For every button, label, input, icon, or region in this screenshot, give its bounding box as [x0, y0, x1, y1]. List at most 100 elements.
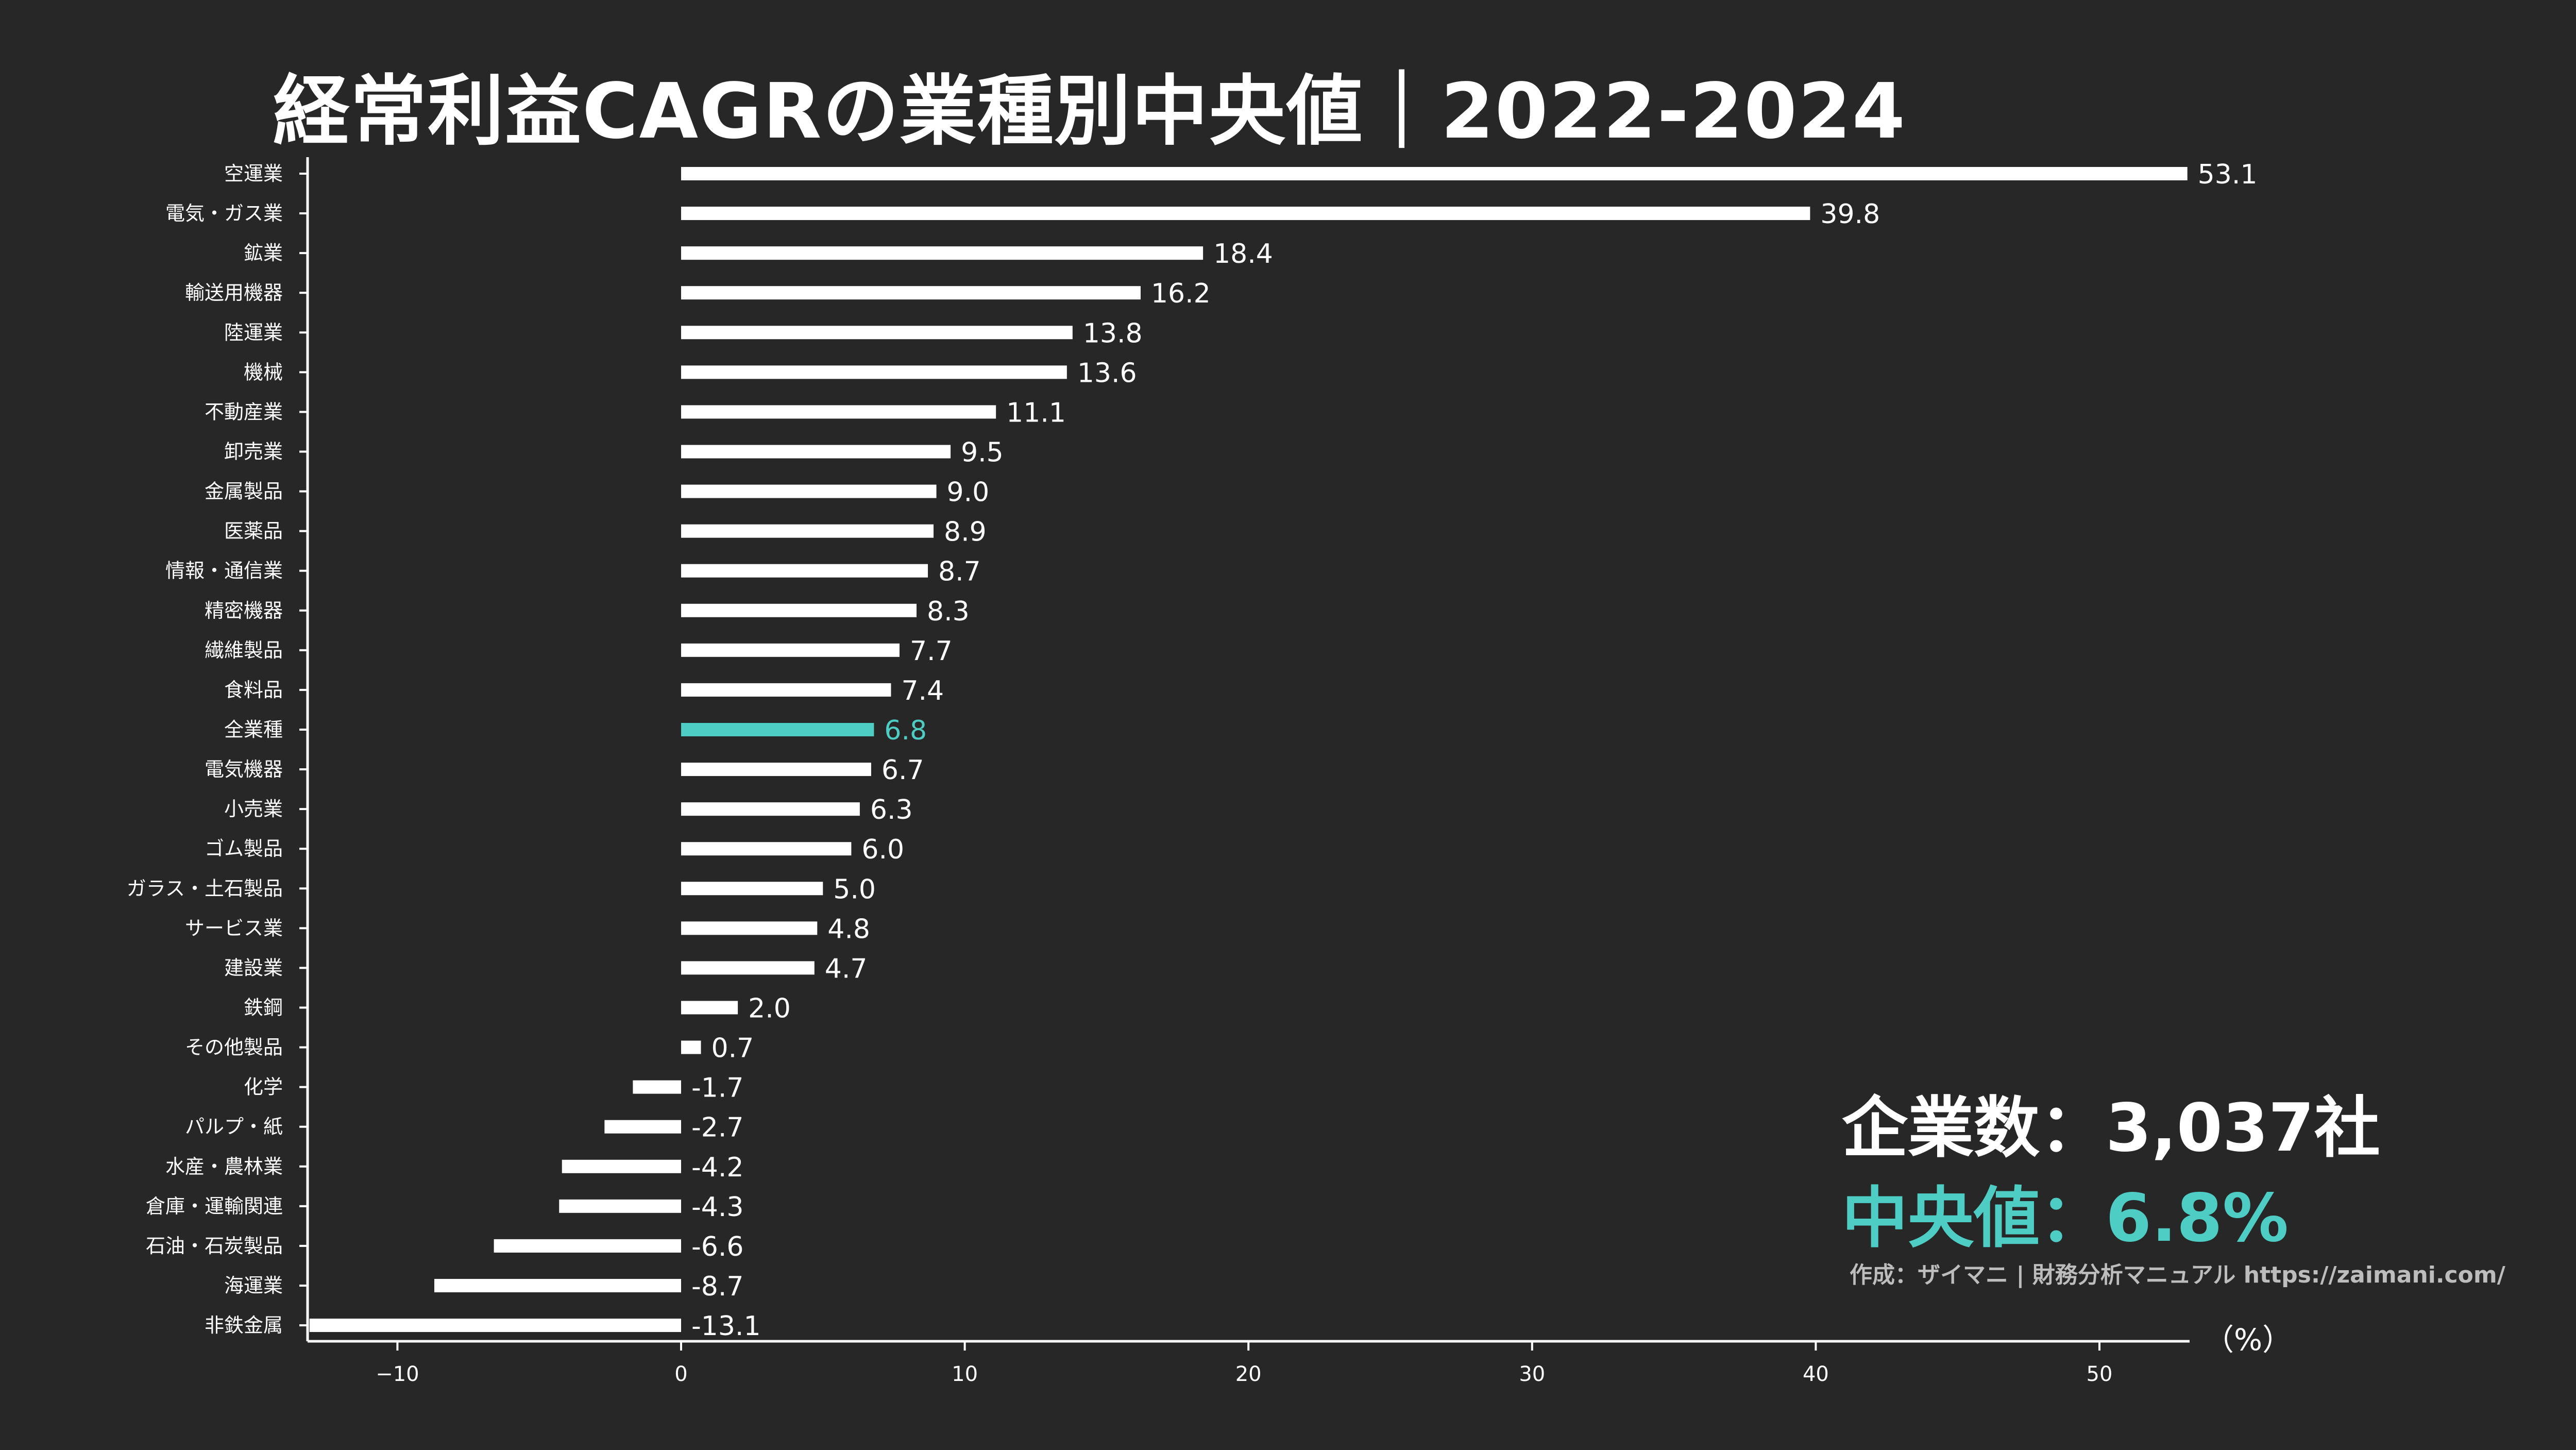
- value-label: -4.2: [691, 1152, 743, 1183]
- value-label: 53.1: [2198, 159, 2258, 190]
- value-label: 7.4: [901, 676, 944, 706]
- value-label: 5.0: [833, 874, 876, 905]
- category-label: 医薬品: [224, 520, 283, 543]
- bar: [681, 207, 1810, 221]
- bar: [681, 921, 818, 935]
- x-tick-label: −10: [376, 1362, 419, 1386]
- bar: [681, 763, 871, 777]
- value-label: 11.1: [1006, 397, 1066, 428]
- value-label: 4.8: [827, 914, 870, 945]
- category-label: 鉱業: [244, 242, 283, 264]
- bar: [309, 1319, 681, 1333]
- bar: [681, 246, 1204, 260]
- median-label: 中央値：6.8%: [1842, 1180, 2289, 1257]
- category-label: 精密機器: [205, 599, 283, 622]
- value-label: 9.5: [961, 437, 1004, 468]
- value-label: 4.7: [825, 953, 868, 984]
- category-label: 不動産業: [205, 400, 283, 423]
- category-label: 輸送用機器: [185, 281, 283, 304]
- value-label: -4.3: [691, 1192, 743, 1223]
- category-label: 情報・通信業: [165, 560, 283, 582]
- category-label: 非鉄金属: [205, 1314, 283, 1337]
- category-label: 電気・ガス業: [165, 202, 283, 225]
- category-label: 繊維製品: [205, 639, 283, 662]
- bar: [681, 842, 852, 856]
- category-label: 海運業: [224, 1274, 283, 1297]
- category-label: 食料品: [224, 679, 283, 701]
- category-label: 倉庫・運輸関連: [146, 1195, 283, 1218]
- value-label: 6.7: [882, 755, 924, 786]
- value-label: 2.0: [748, 993, 791, 1024]
- category-label: 陸運業: [224, 321, 283, 344]
- value-label: 8.7: [938, 557, 981, 587]
- bar: [681, 167, 2188, 180]
- bar: [681, 1001, 738, 1015]
- value-label: 0.7: [711, 1033, 754, 1064]
- value-label: 8.9: [944, 517, 987, 548]
- bar: [681, 524, 934, 538]
- x-tick-label: 40: [1803, 1362, 1829, 1386]
- bar: [604, 1120, 681, 1134]
- category-label: 鉄鋼: [244, 996, 283, 1019]
- value-label: 18.4: [1213, 239, 1273, 269]
- category-label: 化学: [244, 1076, 283, 1099]
- bar: [681, 683, 891, 697]
- x-axis-unit-label: （%）: [2204, 1322, 2292, 1357]
- bar: [681, 405, 996, 419]
- credit-text: 作成：ザイマニ | 財務分析マニュアル https://zaimani.com/: [1850, 1262, 2505, 1288]
- bar: [633, 1080, 681, 1094]
- bar: [559, 1199, 681, 1213]
- category-label: ゴム製品: [205, 837, 283, 860]
- x-tick-label: 0: [674, 1362, 687, 1386]
- bar: [681, 326, 1073, 340]
- category-label: その他製品: [185, 1036, 283, 1059]
- category-label: 金属製品: [205, 480, 283, 503]
- bar: [681, 365, 1067, 379]
- bar: [681, 1040, 701, 1054]
- bar: [681, 484, 937, 498]
- category-label: パルプ・紙: [185, 1116, 283, 1138]
- bar: [681, 286, 1141, 300]
- category-label: ガラス・土石製品: [127, 877, 283, 900]
- x-tick-label: 50: [2087, 1362, 2113, 1386]
- category-label: 卸売業: [224, 440, 283, 463]
- value-label: -8.7: [691, 1271, 743, 1302]
- bar: [681, 882, 823, 896]
- company-count-label: 企業数：3,037社: [1842, 1090, 2380, 1167]
- category-label: 全業種: [224, 718, 283, 741]
- chart-title: 経常利益CAGRの業種別中央値｜2022-2024: [273, 67, 1906, 156]
- value-label: 39.8: [1820, 199, 1880, 230]
- value-label: -2.7: [691, 1112, 743, 1143]
- value-label: 13.8: [1083, 318, 1143, 349]
- category-label: 電気機器: [205, 758, 283, 781]
- bar: [434, 1278, 681, 1292]
- value-label: -1.7: [691, 1073, 743, 1104]
- value-label: 13.6: [1077, 358, 1137, 389]
- category-label: 建設業: [224, 956, 283, 979]
- bar: [562, 1159, 681, 1173]
- x-tick-label: 30: [1519, 1362, 1545, 1386]
- category-label: 機械: [244, 361, 283, 383]
- value-label: 8.3: [927, 596, 970, 627]
- bar: [681, 961, 815, 975]
- category-label: 空運業: [224, 162, 283, 185]
- category-label: 小売業: [224, 798, 283, 820]
- bar: [494, 1239, 681, 1253]
- bar: [681, 564, 928, 578]
- bar: [681, 603, 917, 617]
- category-label: 石油・石炭製品: [146, 1235, 283, 1257]
- category-label: 水産・農林業: [165, 1155, 283, 1178]
- bar: [681, 802, 860, 816]
- value-label: 6.0: [861, 834, 904, 865]
- value-label: 16.2: [1151, 278, 1211, 309]
- x-tick-label: 10: [952, 1362, 978, 1386]
- bar: [681, 445, 951, 459]
- value-label: 6.8: [884, 715, 927, 746]
- value-label: -13.1: [691, 1311, 761, 1342]
- category-label: サービス業: [185, 917, 283, 939]
- x-tick-label: 20: [1235, 1362, 1262, 1386]
- value-label: -6.6: [691, 1232, 743, 1262]
- bar: [681, 722, 874, 736]
- value-label: 9.0: [947, 477, 990, 508]
